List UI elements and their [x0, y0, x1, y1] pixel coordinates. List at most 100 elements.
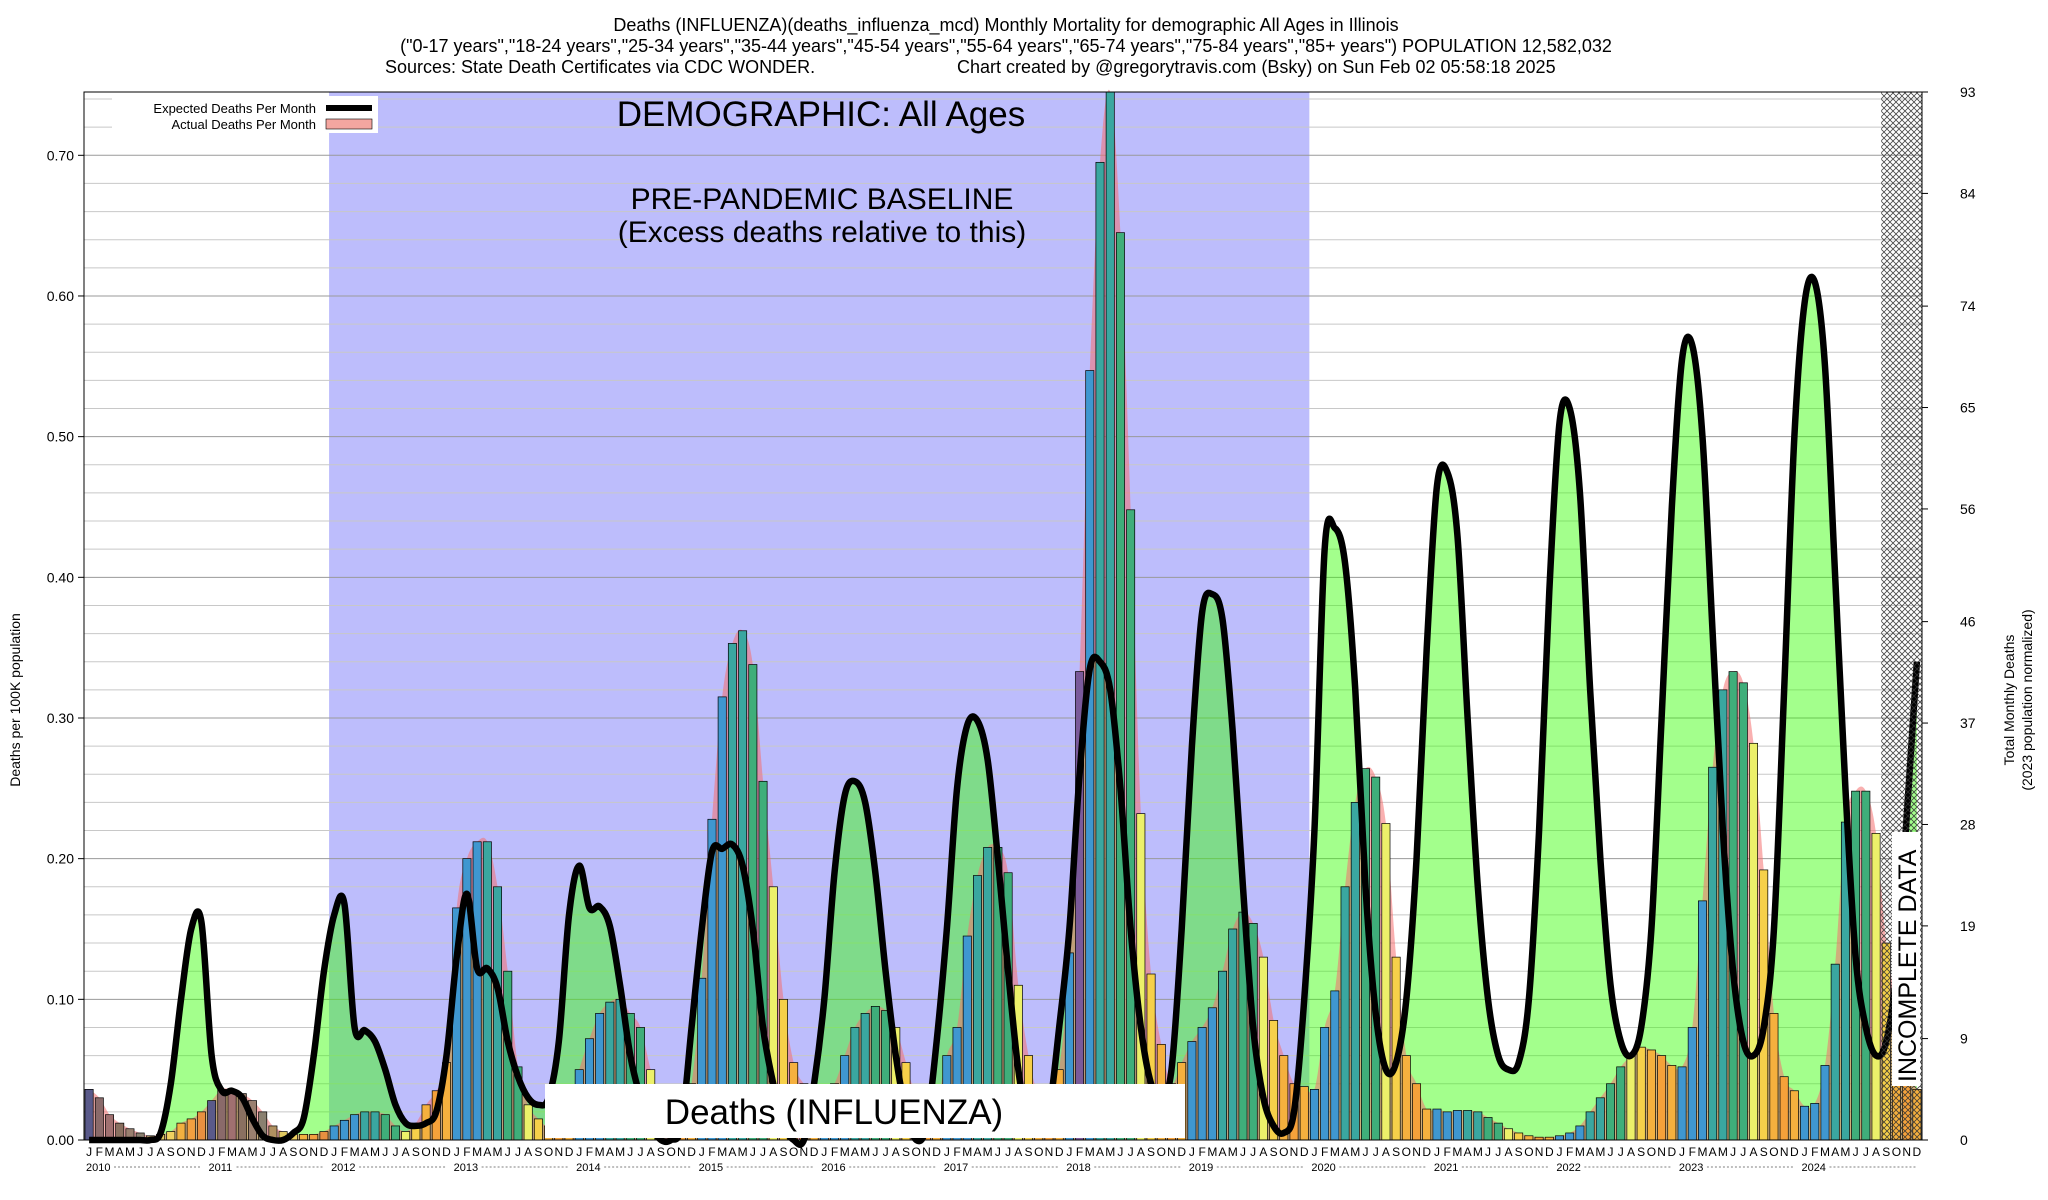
- actual-bar: [1524, 1135, 1534, 1141]
- actual-bar: [1452, 1110, 1462, 1141]
- month-label: O: [176, 1145, 185, 1159]
- actual-bar: [523, 1104, 533, 1141]
- y2-tick-label: 56: [1960, 501, 1976, 517]
- month-label: N: [554, 1145, 563, 1159]
- y2-tick-label: 0: [1960, 1132, 1968, 1148]
- month-label: M: [1105, 1145, 1115, 1159]
- year-label: 2021: [1434, 1162, 1458, 1174]
- month-label: A: [769, 1145, 777, 1159]
- month-label: O: [1157, 1145, 1166, 1159]
- month-label: F: [463, 1145, 470, 1159]
- month-label: F: [1689, 1145, 1696, 1159]
- y-tick-label: 0.70: [47, 147, 74, 163]
- baseline-annotation-line1: PRE-PANDEMIC BASELINE: [631, 183, 1014, 216]
- month-label: J: [137, 1145, 143, 1159]
- month-label: M: [595, 1145, 605, 1159]
- month-label: F: [1811, 1145, 1818, 1159]
- month-label: N: [1290, 1145, 1299, 1159]
- y2-tick-label: 9: [1960, 1031, 1968, 1047]
- month-label: F: [953, 1145, 960, 1159]
- actual-bar: [1616, 1066, 1626, 1141]
- expected-line: [89, 273, 1921, 1148]
- month-label: F: [1444, 1145, 1451, 1159]
- month-label: J: [1485, 1145, 1491, 1159]
- actual-bar: [1115, 232, 1125, 1141]
- month-label: A: [157, 1145, 165, 1159]
- month-label: N: [432, 1145, 441, 1159]
- y-axis-label: Deaths per 100K population: [7, 613, 23, 787]
- y-tick-label: 0.50: [47, 429, 74, 445]
- y-tick-label: 0.40: [47, 569, 74, 585]
- month-label: O: [1279, 1145, 1288, 1159]
- month-label: J: [627, 1145, 633, 1159]
- month-label: J: [1362, 1145, 1368, 1159]
- y2-tick-label: 74: [1960, 298, 1976, 314]
- actual-bar: [207, 1100, 217, 1141]
- actual-bar: [1463, 1110, 1473, 1141]
- month-label: A: [1137, 1145, 1145, 1159]
- y2-tick-label: 93: [1960, 84, 1976, 100]
- year-label: 2018: [1066, 1162, 1090, 1174]
- month-label: M: [247, 1145, 257, 1159]
- actual-bar: [1555, 1135, 1564, 1141]
- month-label: M: [717, 1145, 727, 1159]
- month-label: F: [1076, 1145, 1083, 1159]
- month-label: M: [615, 1145, 625, 1159]
- month-label: O: [544, 1145, 553, 1159]
- month-label: S: [1760, 1145, 1768, 1159]
- actual-bar: [1646, 1049, 1656, 1141]
- month-label: M: [227, 1145, 237, 1159]
- month-label: J: [821, 1145, 827, 1159]
- month-label: J: [209, 1145, 215, 1159]
- legend-actual-swatch: [325, 118, 373, 130]
- actual-bar: [1677, 1066, 1687, 1141]
- year-label: 2015: [699, 1162, 723, 1174]
- actual-bar: [1657, 1055, 1667, 1141]
- actual-bar: [309, 1134, 319, 1141]
- month-label: J: [760, 1145, 766, 1159]
- month-label: F: [586, 1145, 593, 1159]
- month-label: N: [1412, 1145, 1421, 1159]
- month-label: O: [666, 1145, 675, 1159]
- actual-bar: [390, 1125, 400, 1141]
- month-label: J: [1557, 1145, 1563, 1159]
- actual-bar: [1218, 970, 1227, 1141]
- month-label: N: [800, 1145, 809, 1159]
- month-label: A: [1627, 1145, 1635, 1159]
- actual-bar: [1503, 1128, 1513, 1141]
- actual-bar: [472, 841, 482, 1141]
- month-label: J: [1373, 1145, 1379, 1159]
- expected-area-fill: [89, 276, 1917, 1145]
- month-label: M: [840, 1145, 850, 1159]
- y2-tick-label: 46: [1960, 614, 1976, 630]
- month-label: J: [505, 1145, 511, 1159]
- month-label: J: [86, 1145, 92, 1159]
- month-label: J: [576, 1145, 582, 1159]
- actual-bar: [1749, 742, 1758, 1141]
- month-label: O: [1034, 1145, 1043, 1159]
- month-label: O: [912, 1145, 921, 1159]
- incomplete-annotation: INCOMPLETE DATA: [1894, 849, 1922, 1082]
- month-label: A: [1341, 1145, 1349, 1159]
- month-label: J: [454, 1145, 460, 1159]
- month-label: A: [1219, 1145, 1227, 1159]
- year-label: 2014: [576, 1162, 600, 1174]
- actual-bar: [370, 1111, 380, 1141]
- month-label: S: [1637, 1145, 1645, 1159]
- month-label: J: [1679, 1145, 1685, 1159]
- month-label: D: [1667, 1145, 1676, 1159]
- actual-bar: [1565, 1132, 1575, 1141]
- month-label: D: [197, 1145, 206, 1159]
- month-label: A: [1750, 1145, 1758, 1159]
- year-label: 2023: [1679, 1162, 1703, 1174]
- month-label: J: [1740, 1145, 1746, 1159]
- month-label: D: [1300, 1145, 1309, 1159]
- month-label: D: [1790, 1145, 1799, 1159]
- actual-bar: [1636, 1046, 1646, 1141]
- month-label: A: [1464, 1145, 1472, 1159]
- month-label: S: [534, 1145, 542, 1159]
- expected-curve: [89, 273, 1921, 1148]
- month-label: M: [1595, 1145, 1605, 1159]
- year-label: 2017: [944, 1162, 968, 1174]
